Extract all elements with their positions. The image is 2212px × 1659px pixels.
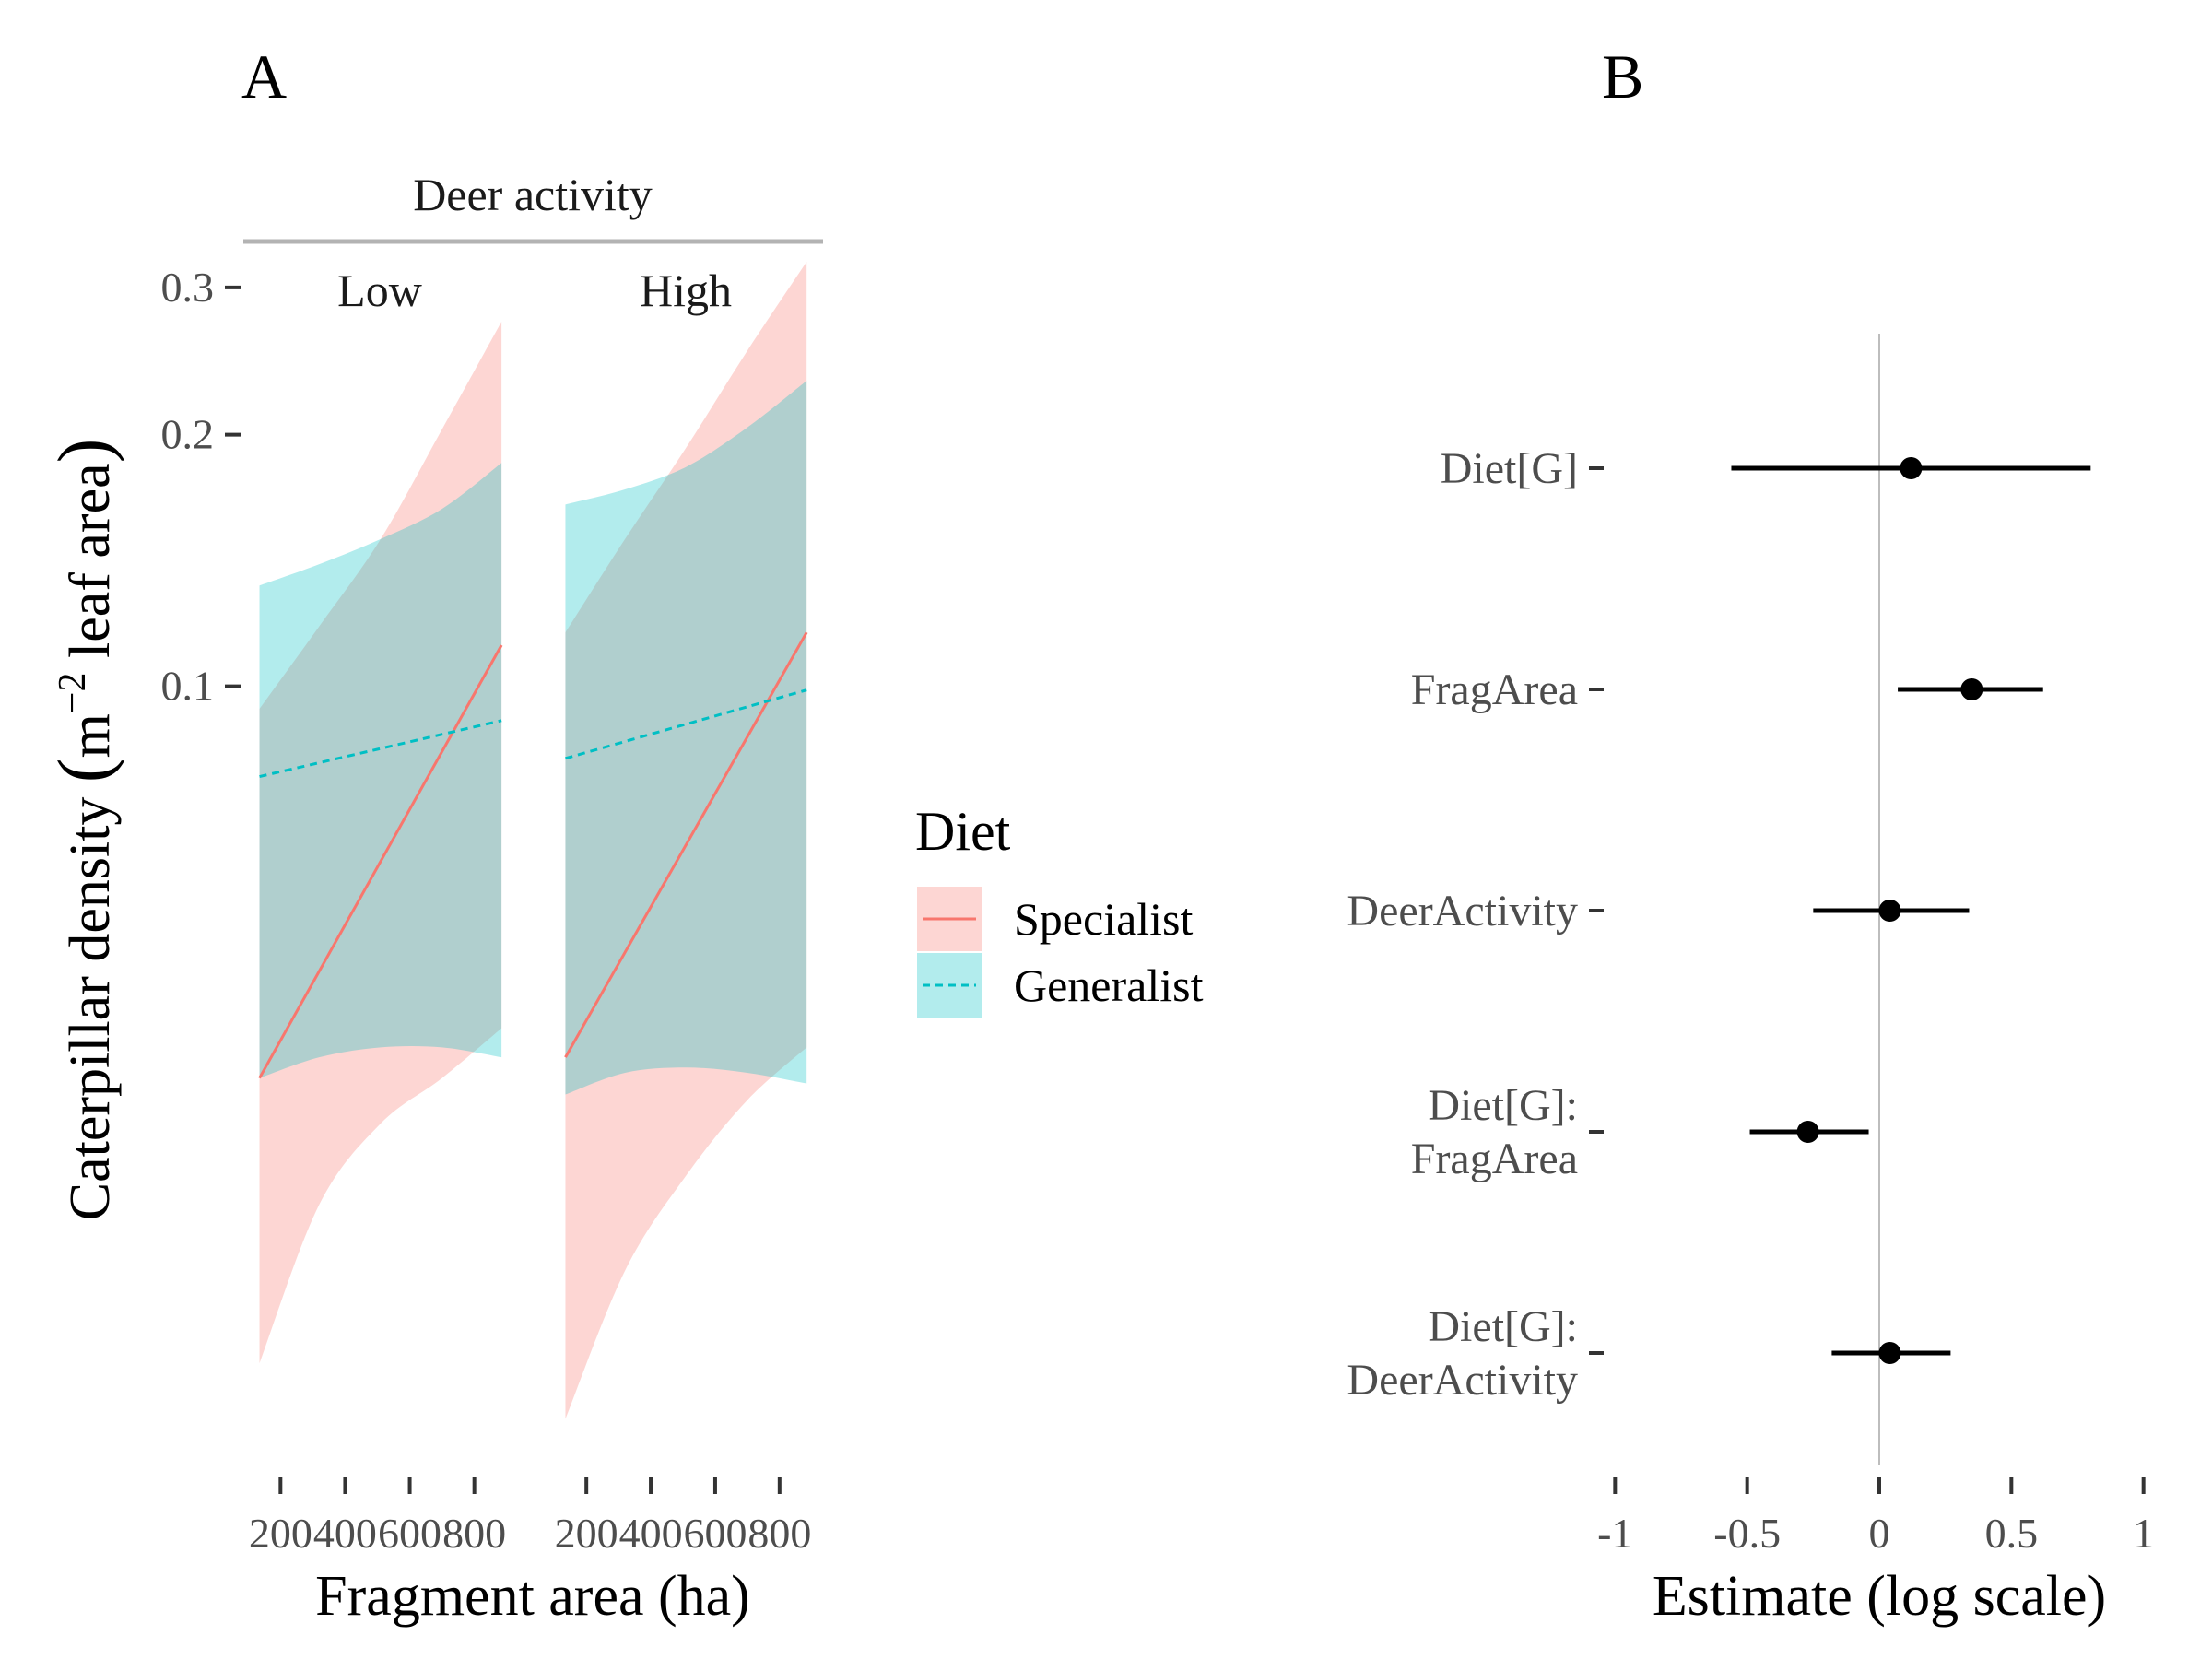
generalist-fit-line-high: [565, 688, 807, 760]
legend-label-specialist: Specialist: [1014, 893, 1194, 945]
estimate-point: [1960, 678, 1983, 700]
y-title-paren-open: (: [44, 758, 125, 782]
legend-title: Diet: [915, 801, 1011, 862]
term-label: DeerActivity: [1347, 887, 1578, 935]
panel-b-x-title: Estimate (log scale): [1653, 1565, 2106, 1628]
estimate-point: [1878, 1342, 1901, 1364]
coefficient-estimates: [1731, 457, 2091, 1364]
panel-b-x-axis: -1 -0.5 0 0.5 1: [1597, 1477, 2154, 1557]
term-labels: Diet[G] FragArea DeerActivity Diet[G]: FragA…: [1347, 444, 1604, 1405]
x-tick-label-high: 400: [619, 1510, 683, 1557]
x-tick-label-high: 800: [747, 1510, 811, 1557]
x-tick-label: 0: [1869, 1510, 1890, 1557]
x-tick-label: 0.5: [1985, 1510, 2039, 1557]
facet-label-high: High: [640, 265, 732, 316]
estimate-point: [1878, 900, 1901, 922]
term-label: Diet[G]: [1441, 444, 1578, 493]
x-tick-label-high: 600: [683, 1510, 747, 1557]
y-title-unit: m: [59, 713, 122, 758]
estimate-point: [1900, 457, 1923, 479]
x-tick-label: 1: [2133, 1510, 2154, 1557]
panel-a-y-axis: 0.1 0.2 0.3: [161, 264, 241, 710]
term-label: Diet[G]:: [1428, 1081, 1578, 1130]
facet-strip-title: Deer activity: [413, 169, 653, 220]
generalist-ci-band-high: [565, 381, 807, 1095]
y-tick-label: 0.1: [161, 663, 215, 710]
facet-label-low: Low: [337, 265, 422, 316]
x-tick-label: -1: [1597, 1510, 1632, 1557]
facet-low-plot: [258, 321, 503, 1364]
specialist-ci-band-low: [259, 321, 502, 1364]
x-tick-label-low: 400: [313, 1510, 377, 1557]
term-label: Diet[G]:: [1428, 1302, 1578, 1351]
panel-b: Diet[G] FragArea DeerActivity Diet[G]: FragA…: [1347, 334, 2154, 1628]
specialist-fit-line-high: [564, 631, 808, 1058]
specialist-ci-band-high: [565, 261, 807, 1419]
x-tick-label: -0.5: [1713, 1510, 1781, 1557]
panel-a-y-title: Caterpillar density (m−2 leaf area): [44, 439, 125, 1221]
y-title-main: Caterpillar density: [59, 782, 122, 1220]
term-label: FragArea: [1411, 1135, 1578, 1183]
panel-a-x-title: Fragment area (ha): [315, 1565, 750, 1628]
panel-a-letter: A: [241, 41, 287, 112]
y-title-exponent: −2: [52, 673, 94, 714]
x-tick-label-low: 600: [378, 1510, 441, 1557]
x-tick-label-high: 200: [555, 1510, 618, 1557]
y-tick-label: 0.2: [161, 411, 215, 458]
term-label: DeerActivity: [1347, 1356, 1578, 1405]
x-tick-label-low: 800: [442, 1510, 506, 1557]
legend-label-generalist: Generalist: [1014, 959, 1204, 1011]
y-tick-label: 0.3: [161, 264, 215, 311]
estimate-point: [1796, 1121, 1819, 1143]
panel-a-x-axis: 200 400 600 800 200 400 600 800: [249, 1477, 811, 1557]
x-tick-label-low: 200: [249, 1510, 312, 1557]
specialist-fit-line-low: [258, 644, 503, 1079]
term-label: FragArea: [1411, 665, 1578, 714]
facet-high-plot: [564, 261, 808, 1419]
y-title-paren-close: ): [44, 439, 125, 464]
legend: Diet Specialist Generalist: [915, 801, 1204, 1018]
y-title-rest: leaf area: [59, 463, 122, 672]
panel-b-letter: B: [1602, 41, 1643, 112]
generalist-ci-band-low: [259, 463, 502, 1078]
generalist-fit-line-low: [259, 719, 502, 779]
panel-a: Deer activity Low High 0.10.20.3 200 400 6…: [44, 169, 823, 1628]
